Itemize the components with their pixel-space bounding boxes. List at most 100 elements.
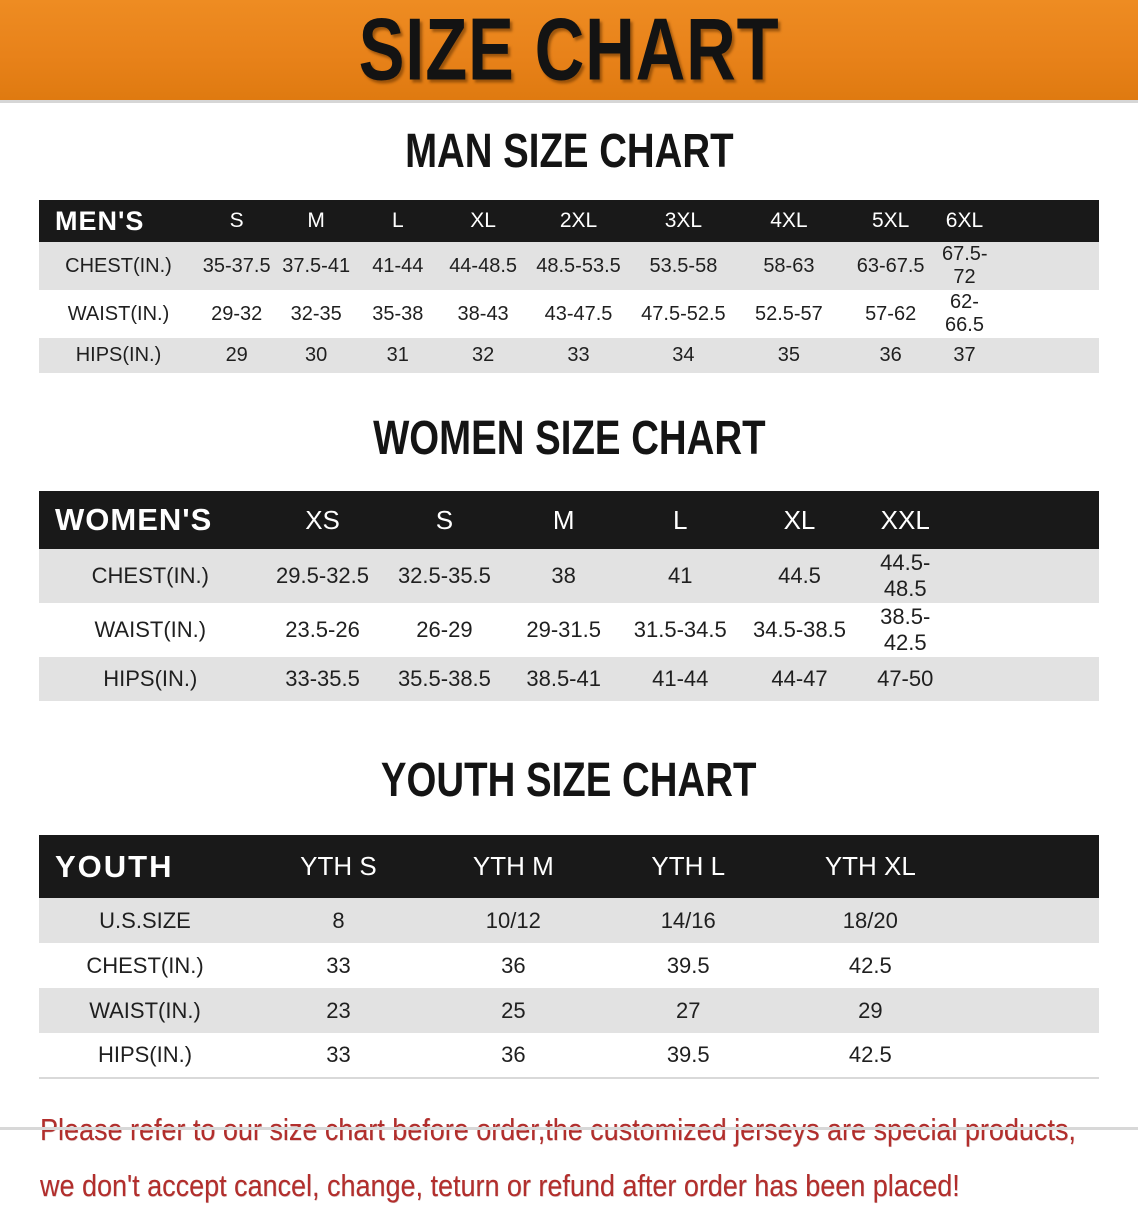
size-column-header: M — [307, 209, 325, 232]
size-value-cell: 26-29 — [416, 617, 473, 642]
measurement-label: HIPS(IN.) — [97, 1042, 193, 1067]
youth-section-title-text: YOUTH SIZE CHART — [381, 754, 757, 807]
size-value-cell: 30 — [305, 344, 328, 366]
size-value-cell: 57-62 — [865, 302, 917, 325]
size-value-cell: 35-37.5 — [202, 254, 271, 277]
size-column-header: XS — [305, 504, 340, 535]
size-value-cell: 67.5-72 — [941, 243, 988, 288]
men-table-header-row: MEN'S S M L XL 2XL 3XL 4XL 5XL 6XL — [39, 200, 1099, 242]
size-column-header: YTH L — [651, 851, 726, 881]
women-table-group-label: WOMEN'S — [55, 502, 213, 537]
page-title: SIZE CHART — [358, 0, 780, 99]
size-value-cell: 37.5-41 — [282, 254, 351, 277]
measurement-label: CHEST(IN.) — [91, 563, 209, 588]
size-value-cell: 35 — [777, 344, 801, 366]
image-bottom-edge — [0, 1127, 1138, 1130]
disclaimer-line-1: Please refer to our size chart before or… — [40, 1105, 1138, 1161]
size-column-header: XL — [470, 209, 496, 232]
size-value-cell: 41 — [668, 563, 693, 588]
size-column-header: L — [673, 504, 688, 535]
women-section-title-text: WOMEN SIZE CHART — [372, 412, 766, 465]
size-value-cell: 39.5 — [666, 1042, 710, 1067]
size-value-cell: 29 — [225, 344, 248, 366]
women-size-table: WOMEN'S XS S M L XL XXL CHEST(IN.) 29.5-32.5 32… — [39, 491, 1099, 701]
size-value-cell: 47-50 — [877, 666, 934, 691]
measurement-label: WAIST(IN.) — [94, 617, 207, 642]
size-value-cell: 29 — [858, 997, 883, 1023]
size-column-header: M — [552, 504, 575, 535]
size-value-cell: 29.5-32.5 — [276, 563, 370, 588]
size-value-cell: 14/16 — [660, 907, 716, 933]
size-value-cell: 31.5-34.5 — [633, 617, 727, 642]
size-column-header: 3XL — [664, 209, 703, 232]
disclaimer: Please refer to our size chart before or… — [40, 1105, 1138, 1217]
size-value-cell: 44.5 — [778, 563, 821, 588]
banner: SIZE CHART — [0, 0, 1138, 100]
size-column-header: YTH XL — [824, 851, 916, 881]
size-value-cell: 39.5 — [666, 952, 710, 978]
size-column-header: 6XL — [945, 209, 984, 232]
table-row: CHEST(IN.) 29.5-32.5 32.5-35.5 38 41 44.5 44.5… — [39, 549, 1099, 603]
women-table-header-row: WOMEN'S XS S M L XL XXL — [39, 491, 1099, 549]
measurement-label: U.S.SIZE — [99, 907, 191, 933]
size-value-cell: 33 — [326, 952, 351, 978]
size-value-cell: 32-35 — [290, 302, 342, 325]
youth-table-header-row: YOUTH YTH S YTH M YTH L YTH XL — [39, 835, 1099, 898]
size-value-cell: 33 — [326, 1042, 351, 1067]
size-value-cell: 32.5-35.5 — [397, 563, 491, 588]
size-value-cell: 63-67.5 — [856, 254, 925, 277]
size-column-header: XL — [783, 504, 816, 535]
men-table-group-label: MEN'S — [55, 205, 145, 236]
table-row: WAIST(IN.) 29-32 32-35 35-38 38-43 43-47.5 47.… — [39, 290, 1099, 338]
size-value-cell: 23 — [326, 997, 351, 1023]
measurement-label: HIPS(IN.) — [103, 666, 198, 691]
size-value-cell: 8 — [332, 907, 345, 933]
size-value-cell: 44.5-48.5 — [880, 550, 931, 601]
size-value-cell: 33-35.5 — [285, 666, 360, 691]
size-value-cell: 58-63 — [763, 254, 815, 277]
size-value-cell: 31 — [386, 344, 409, 366]
size-value-cell: 36 — [501, 1042, 526, 1067]
size-column-header: 4XL — [770, 209, 808, 232]
size-value-cell: 34.5-38.5 — [753, 617, 846, 642]
table-row: CHEST(IN.) 33 36 39.5 42.5 — [39, 943, 1099, 988]
table-row: WAIST(IN.) 23.5-26 26-29 29-31.5 31.5-34.5 34… — [39, 603, 1099, 657]
youth-table-group-label: YOUTH — [55, 848, 174, 884]
measurement-label: WAIST(IN.) — [89, 997, 201, 1023]
measurement-label: CHEST(IN.) — [86, 952, 204, 978]
size-value-cell: 48.5-53.5 — [536, 254, 621, 277]
size-value-cell: 42.5 — [848, 1042, 892, 1067]
size-column-header: S — [435, 504, 454, 535]
table-row: HIPS(IN.) 33 36 39.5 42.5 — [39, 1033, 1099, 1078]
size-value-cell: 38.5-41 — [526, 666, 601, 691]
table-row: CHEST(IN.) 35-37.5 37.5-41 41-44 44-48.5 48.5… — [39, 242, 1099, 290]
size-column-header: 5XL — [871, 209, 910, 232]
men-section-title-text: MAN SIZE CHART — [404, 125, 734, 178]
size-value-cell: 53.5-58 — [649, 254, 718, 277]
size-column-header: L — [391, 209, 404, 232]
table-row: HIPS(IN.) 33-35.5 35.5-38.5 38.5-41 41-44 44-… — [39, 657, 1099, 701]
size-value-cell: 41-44 — [652, 666, 709, 691]
measurement-label: HIPS(IN.) — [75, 344, 162, 366]
size-value-cell: 43-47.5 — [544, 302, 613, 325]
measurement-label: WAIST(IN.) — [67, 302, 170, 325]
size-value-cell: 33 — [567, 344, 590, 366]
size-column-header: YTH M — [472, 851, 554, 881]
size-value-cell: 44-47 — [771, 666, 828, 691]
table-row: HIPS(IN.) 29 30 31 32 33 34 35 36 37 — [39, 338, 1099, 373]
size-value-cell: 25 — [501, 997, 526, 1023]
size-value-cell: 18/20 — [842, 907, 898, 933]
size-value-cell: 36 — [501, 952, 526, 978]
youth-size-table: YOUTH YTH S YTH M YTH L YTH XL U.S.SIZE 8 10/… — [39, 835, 1099, 1079]
disclaimer-line-2: we don't accept cancel, change, teturn o… — [40, 1161, 1138, 1217]
disclaimer-line-1-text: Please refer to our size chart before or… — [40, 1112, 1076, 1147]
size-value-cell: 41-44 — [372, 254, 424, 277]
size-value-cell: 34 — [672, 344, 695, 366]
table-row: U.S.SIZE 8 10/12 14/16 18/20 — [39, 898, 1099, 943]
size-value-cell: 29-31.5 — [526, 617, 601, 642]
size-value-cell: 29-32 — [211, 302, 263, 325]
size-value-cell: 44-48.5 — [449, 254, 518, 277]
size-value-cell: 35-38 — [372, 302, 424, 325]
table-row: WAIST(IN.) 23 25 27 29 — [39, 988, 1099, 1033]
size-value-cell: 35.5-38.5 — [397, 666, 491, 691]
